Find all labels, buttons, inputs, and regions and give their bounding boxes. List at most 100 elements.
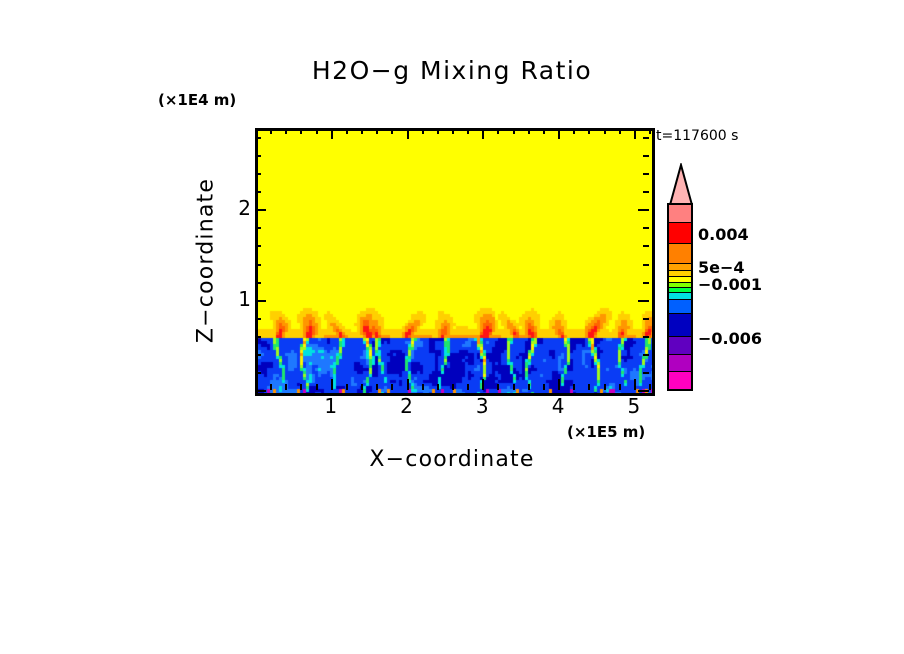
axis-tick xyxy=(643,173,649,175)
axis-tick xyxy=(638,390,649,392)
axis-tick xyxy=(255,282,261,284)
axis-tick xyxy=(588,384,590,390)
axis-tick xyxy=(255,245,261,247)
x-tick-label: 5 xyxy=(627,394,641,418)
axis-tick xyxy=(346,128,348,134)
axis-tick xyxy=(255,300,266,302)
colorbar-band xyxy=(669,293,691,300)
colorbar-top-arrow-icon xyxy=(668,163,694,205)
axis-tick xyxy=(543,384,545,390)
axis-tick xyxy=(452,128,454,134)
axis-tick xyxy=(643,155,649,157)
x-tick-label: 3 xyxy=(475,394,489,418)
colorbar-tick-label: 5e−4 xyxy=(698,258,745,277)
axis-tick xyxy=(300,128,302,134)
axis-tick xyxy=(255,137,261,139)
colorbar-band xyxy=(669,283,691,289)
axis-tick xyxy=(285,384,287,390)
x-axis-units-label: (×1E5 m) xyxy=(567,423,646,441)
axis-tick xyxy=(376,128,378,134)
axis-tick xyxy=(437,128,439,134)
axis-tick xyxy=(255,354,261,356)
colorbar-band xyxy=(669,205,691,223)
axis-tick xyxy=(634,128,636,139)
axis-tick xyxy=(643,354,649,356)
axis-tick xyxy=(285,128,287,134)
axis-tick xyxy=(467,128,469,134)
axis-tick xyxy=(331,379,333,390)
colorbar-band xyxy=(669,277,691,284)
colorbar-band xyxy=(669,263,691,271)
axis-tick xyxy=(255,336,261,338)
axis-tick xyxy=(558,379,560,390)
axis-tick xyxy=(482,379,484,390)
colorbar-bands xyxy=(667,203,693,391)
axis-tick xyxy=(361,384,363,390)
colorbar-band xyxy=(669,299,691,314)
axis-tick xyxy=(528,128,530,134)
colorbar xyxy=(664,163,698,391)
axis-tick xyxy=(316,128,318,134)
axis-tick xyxy=(376,384,378,390)
y-axis-title: Z−coordinate xyxy=(193,177,219,344)
axis-tick xyxy=(619,128,621,134)
axis-tick xyxy=(255,372,261,374)
axis-tick xyxy=(649,384,651,390)
axis-tick xyxy=(255,379,257,390)
axis-tick xyxy=(391,384,393,390)
axis-tick xyxy=(588,128,590,134)
axis-tick xyxy=(316,384,318,390)
page-title: H2O−g Mixing Ratio xyxy=(311,56,593,85)
colorbar-band xyxy=(669,222,691,245)
colorbar-band xyxy=(669,313,691,338)
colorbar-band xyxy=(669,337,691,355)
axis-tick xyxy=(634,379,636,390)
axis-tick xyxy=(604,384,606,390)
axis-tick xyxy=(482,128,484,139)
axis-tick xyxy=(300,384,302,390)
colorbar-band xyxy=(669,354,691,373)
axis-tick xyxy=(391,128,393,134)
contour-field xyxy=(258,131,652,393)
axis-tick xyxy=(643,245,649,247)
axis-tick xyxy=(643,282,649,284)
x-tick-label: 2 xyxy=(400,394,413,418)
axis-tick xyxy=(643,264,649,266)
colorbar-band xyxy=(669,372,691,389)
y-tick-label: 1 xyxy=(238,286,251,311)
axis-tick xyxy=(407,379,409,390)
axis-tick xyxy=(255,209,266,211)
x-tick-label: 1 xyxy=(324,394,338,418)
axis-tick xyxy=(558,128,560,139)
axis-tick xyxy=(270,128,272,134)
axis-tick xyxy=(407,128,409,139)
axis-tick xyxy=(619,384,621,390)
axis-tick xyxy=(643,191,649,193)
axis-tick xyxy=(255,264,261,266)
axis-tick xyxy=(452,384,454,390)
axis-tick xyxy=(513,128,515,134)
axis-tick xyxy=(255,155,261,157)
axis-tick xyxy=(638,209,649,211)
axis-tick xyxy=(270,384,272,390)
colorbar-band xyxy=(669,270,691,278)
x-axis-title: X−coordinate xyxy=(369,447,535,472)
colorbar-tick-label: −0.006 xyxy=(698,329,763,348)
axis-tick xyxy=(467,384,469,390)
colorbar-tick-label: −0.001 xyxy=(698,275,763,294)
axis-tick xyxy=(528,384,530,390)
y-tick-label: 2 xyxy=(238,196,251,221)
axis-tick xyxy=(643,318,649,320)
axis-tick xyxy=(604,128,606,134)
contour-plot-area xyxy=(255,128,655,396)
axis-tick xyxy=(573,384,575,390)
axis-tick xyxy=(649,128,651,134)
x-tick-label: 4 xyxy=(551,394,565,418)
axis-tick xyxy=(643,227,649,229)
axis-tick xyxy=(422,384,424,390)
axis-tick xyxy=(255,173,261,175)
axis-tick xyxy=(437,384,439,390)
axis-tick xyxy=(255,191,261,193)
axis-tick xyxy=(513,384,515,390)
